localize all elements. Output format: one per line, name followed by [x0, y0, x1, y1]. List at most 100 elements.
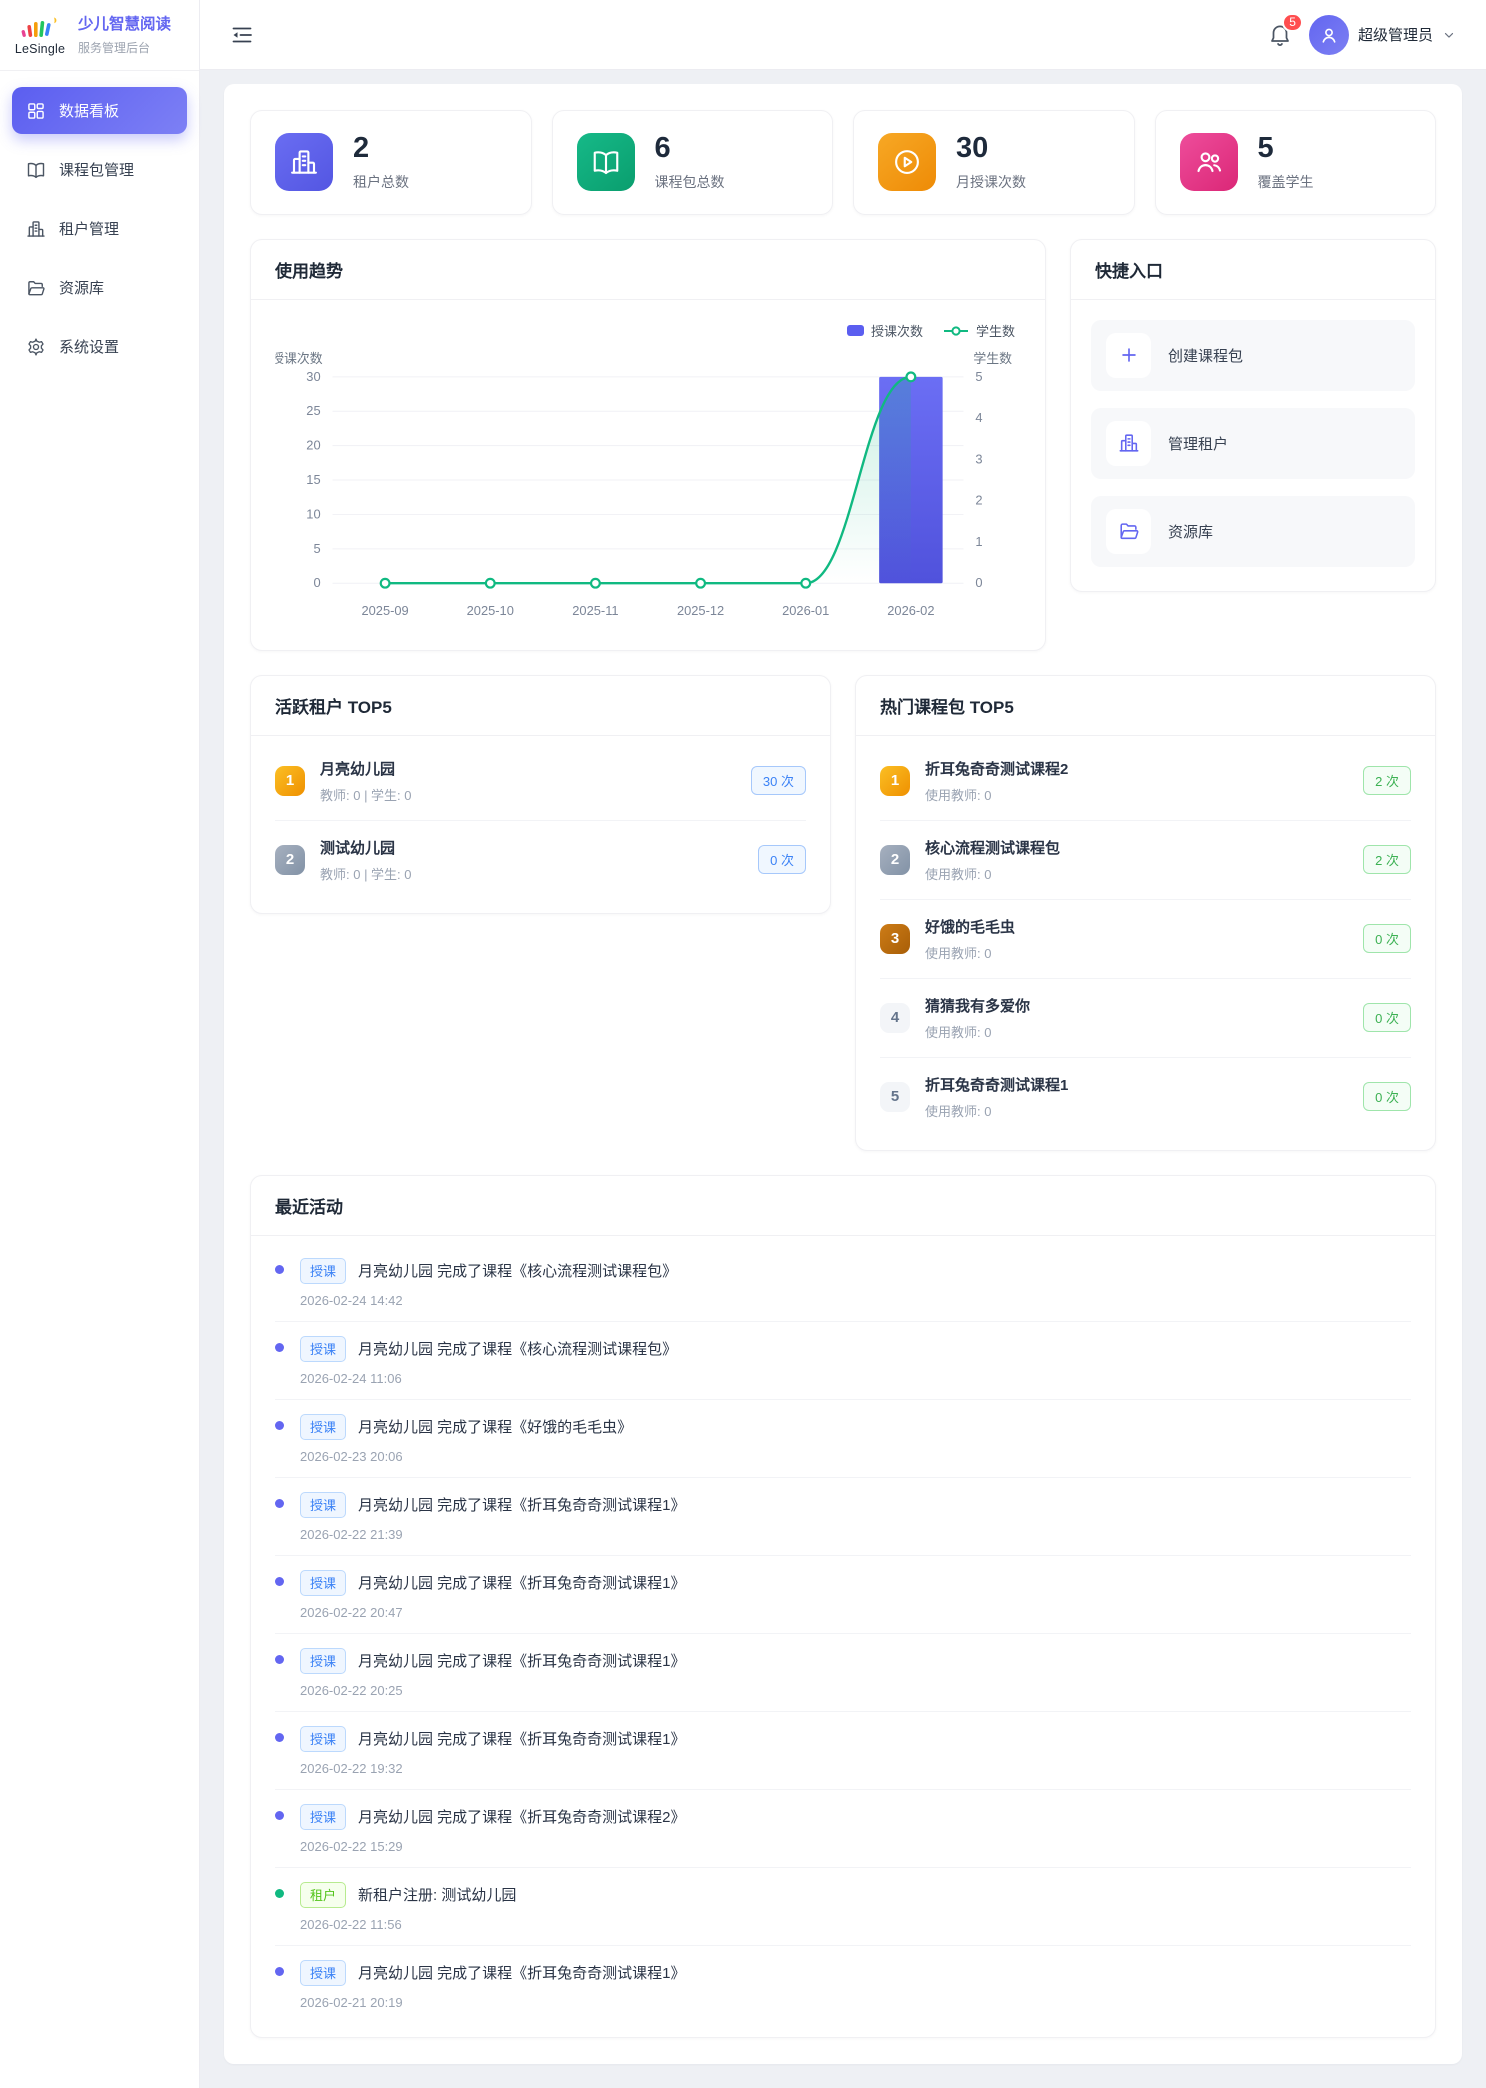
- stat-label: 覆盖学生: [1257, 173, 1314, 190]
- svg-text:10: 10: [306, 506, 320, 521]
- quick-item-resource-library[interactable]: 资源库: [1091, 495, 1415, 567]
- activity-row: 授课 月亮幼儿园 完成了课程《好饿的毛毛虫》 2026-02-23 20:06: [275, 1400, 1411, 1478]
- notification-bell[interactable]: 5: [1267, 12, 1303, 48]
- stat-card: 2 租户总数: [250, 110, 532, 215]
- activity-timestamp: 2026-02-22 11:56: [300, 1916, 402, 1932]
- sidebar-item-dashboard[interactable]: 数据看板: [12, 87, 187, 134]
- activity-text: 月亮幼儿园 完成了课程《核心流程测试课程包》: [358, 1263, 678, 1281]
- folder-icon: [1106, 508, 1151, 554]
- activity-dot: [275, 1420, 284, 1430]
- user-menu[interactable]: 超级管理员: [1308, 14, 1456, 55]
- hot-courses-title: 热门课程包 TOP5: [880, 697, 1014, 717]
- rank-badge: 5: [880, 1081, 910, 1112]
- stat-label: 课程包总数: [654, 173, 725, 190]
- usage-trend-chart: 0 5 10 15 20 25 30 0 1 2 3 4 5 授课次数 学生数 2025-09 2025-10 2…: [275, 351, 1012, 618]
- legend-item[interactable]: 学生数: [943, 320, 1015, 342]
- svg-text:4: 4: [975, 410, 982, 425]
- course-meta: 使用教师: 0: [925, 787, 992, 803]
- recent-activities-title: 最近活动: [275, 1197, 343, 1217]
- course-name: 猜猜我有多爱你: [925, 997, 1031, 1015]
- sidebar-collapse-button[interactable]: [230, 23, 254, 47]
- activity-text: 月亮幼儿园 完成了课程《折耳兔奇奇测试课程1》: [358, 1653, 686, 1671]
- svg-text:0: 0: [313, 575, 320, 590]
- hot-courses-list: 1 折耳兔奇奇测试课程2 使用教师: 0 2 次 2 核心流程测试课程包: [856, 736, 1435, 1150]
- activity-row: 授课 月亮幼儿园 完成了课程《折耳兔奇奇测试课程1》 2026-02-22 21…: [275, 1478, 1411, 1556]
- tenant-rank-row: 2 测试幼儿园 教师: 0 | 学生: 0 0 次: [275, 821, 806, 899]
- sidebar-item-settings[interactable]: 系统设置: [12, 323, 187, 370]
- tenant-meta: 教师: 0 | 学生: 0: [320, 787, 412, 803]
- tenant-name: 测试幼儿园: [320, 839, 396, 857]
- chevron-down-icon: [1442, 28, 1456, 42]
- svg-text:15: 15: [306, 472, 320, 487]
- svg-text:5: 5: [975, 369, 982, 384]
- activity-row: 授课 月亮幼儿园 完成了课程《折耳兔奇奇测试课程2》 2026-02-22 15…: [275, 1790, 1411, 1868]
- usage-count-badge: 0 次: [1363, 924, 1411, 954]
- activity-timestamp: 2026-02-22 20:25: [300, 1682, 403, 1698]
- svg-text:1: 1: [975, 534, 982, 549]
- sidebar-item-course-packages[interactable]: 课程包管理: [12, 146, 187, 193]
- activity-dot: [275, 1966, 284, 1976]
- brand-area: LeSingle 少儿智慧阅读 服务管理后台: [0, 0, 199, 71]
- sidebar-nav: 数据看板 课程包管理 租户管理 资源库 系统设置: [0, 71, 199, 386]
- legend-item[interactable]: 授课次数: [846, 320, 923, 342]
- course-rank-row: 5 折耳兔奇奇测试课程1 使用教师: 0 0 次: [880, 1058, 1411, 1136]
- svg-text:3: 3: [975, 451, 982, 466]
- course-name: 折耳兔奇奇测试课程2: [925, 760, 1069, 778]
- stat-label: 月授课次数: [956, 173, 1026, 190]
- activity-type-badge: 租户: [300, 1881, 347, 1908]
- activity-row: 授课 月亮幼儿园 完成了课程《折耳兔奇奇测试课程1》 2026-02-21 20…: [275, 1946, 1411, 2023]
- legend-line-swatch: [943, 325, 969, 337]
- activity-text: 新租户注册: 测试幼儿园: [358, 1887, 517, 1905]
- svg-text:30: 30: [306, 369, 320, 384]
- tenant-meta: 教师: 0 | 学生: 0: [320, 866, 412, 882]
- svg-text:授课次数: 授课次数: [275, 351, 323, 366]
- hot-courses-card: 热门课程包 TOP5 1 折耳兔奇奇测试课程2 使用教师: 0 2 次: [855, 674, 1436, 1151]
- active-tenants-title: 活跃租户 TOP5: [275, 697, 392, 717]
- svg-text:5: 5: [313, 541, 320, 556]
- activity-dot: [275, 1810, 284, 1820]
- svg-text:25: 25: [306, 403, 320, 418]
- quick-access-card: 快捷入口 创建课程包 管理租户 资源库: [1070, 238, 1436, 592]
- svg-text:2025-11: 2025-11: [572, 603, 618, 618]
- activity-timestamp: 2026-02-22 15:29: [300, 1838, 403, 1854]
- stat-card: 5 覆盖学生: [1154, 110, 1436, 215]
- activity-timestamp: 2026-02-22 21:39: [300, 1526, 403, 1542]
- content-area: 2 租户总数 6 课程包总数 30 月授课次数: [200, 70, 1486, 2088]
- recent-activities-card: 最近活动 授课 月亮幼儿园 完成了课程《核心流程测试课程包》 2026-02-2…: [250, 1174, 1436, 2038]
- notification-count-badge: 5: [1282, 12, 1303, 32]
- activity-timestamp: 2026-02-22 19:32: [300, 1760, 403, 1776]
- activity-type-badge: 授课: [300, 1491, 347, 1518]
- rank-badge: 2: [880, 844, 910, 875]
- course-rank-row: 1 折耳兔奇奇测试课程2 使用教师: 0 2 次: [880, 742, 1411, 821]
- book-icon: [26, 160, 46, 180]
- recent-activities-list: 授课 月亮幼儿园 完成了课程《核心流程测试课程包》 2026-02-24 14:…: [251, 1236, 1435, 2037]
- course-name: 折耳兔奇奇测试课程1: [925, 1076, 1069, 1094]
- activity-dot: [275, 1264, 284, 1274]
- folder-icon: [26, 278, 46, 298]
- activity-type-badge: 授课: [300, 1257, 347, 1284]
- activity-row: 授课 月亮幼儿园 完成了课程《折耳兔奇奇测试课程1》 2026-02-22 20…: [275, 1556, 1411, 1634]
- course-name: 好饿的毛毛虫: [925, 918, 1016, 936]
- quick-item-manage-tenants[interactable]: 管理租户: [1091, 407, 1415, 479]
- app-title: 少儿智慧阅读: [78, 16, 172, 34]
- sidebar-item-tenants[interactable]: 租户管理: [12, 205, 187, 252]
- sidebar-item-resources[interactable]: 资源库: [12, 264, 187, 311]
- course-meta: 使用教师: 0: [925, 945, 992, 961]
- plus-icon: [1106, 332, 1151, 378]
- lesingle-logo: LeSingle: [14, 15, 66, 56]
- activity-text: 月亮幼儿园 完成了课程《折耳兔奇奇测试课程1》: [358, 1965, 686, 1983]
- rank-badge: 2: [275, 844, 305, 875]
- logo-bars-icon: [21, 17, 57, 37]
- course-name: 核心流程测试课程包: [925, 839, 1061, 857]
- svg-text:2025-09: 2025-09: [361, 603, 408, 618]
- quick-access-list: 创建课程包 管理租户 资源库: [1071, 300, 1435, 591]
- quick-item-create-course-package[interactable]: 创建课程包: [1091, 319, 1415, 391]
- top-header: 5 超级管理员: [200, 0, 1486, 70]
- legend-bar-swatch: [846, 325, 864, 337]
- course-meta: 使用教师: 0: [925, 866, 992, 882]
- activity-dot: [275, 1888, 284, 1898]
- svg-text:2026-01: 2026-01: [782, 603, 829, 618]
- activity-dot: [275, 1498, 284, 1508]
- course-rank-row: 4 猜猜我有多爱你 使用教师: 0 0 次: [880, 979, 1411, 1058]
- usage-trend-title: 使用趋势: [275, 261, 343, 281]
